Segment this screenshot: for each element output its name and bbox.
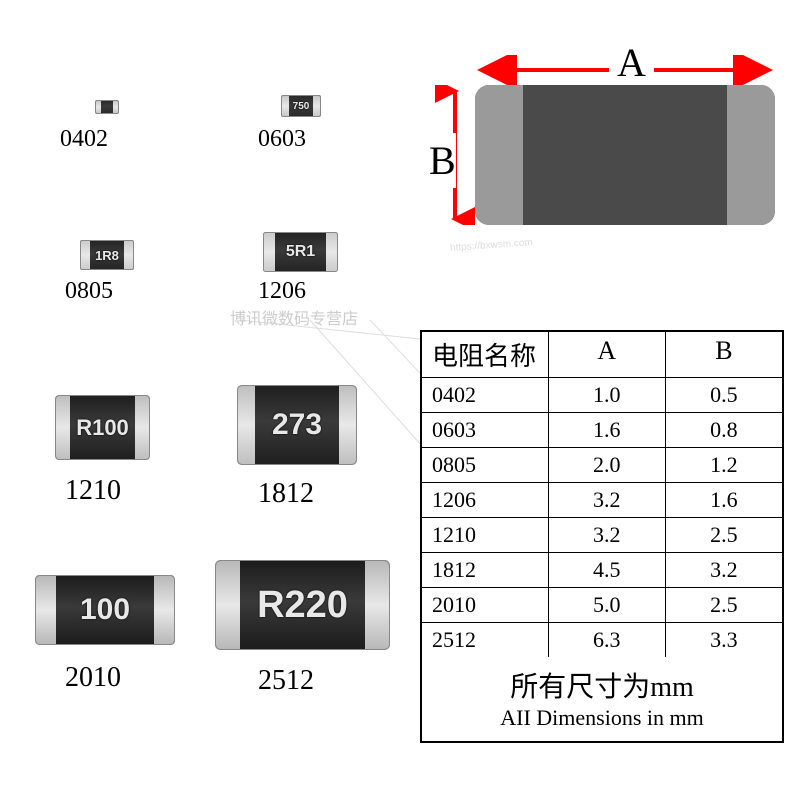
resistor-1812: 273 [237, 385, 357, 465]
table-cell-name: 0402 [422, 378, 549, 412]
resistor-cap-left [238, 386, 255, 464]
footer-en: AII Dimensions in mm [426, 705, 778, 731]
resistor-cap-right [313, 96, 320, 116]
resistor-cap-left [36, 576, 56, 644]
table-header: 电阻名称 A B [422, 332, 782, 378]
resistor-cap-left [216, 561, 240, 649]
table-cell-b: 2.5 [666, 518, 782, 552]
resistor-label-0805: 0805 [65, 278, 113, 305]
table-cell-b: 1.6 [666, 483, 782, 517]
table-cell-name: 1812 [422, 553, 549, 587]
resistor-marking: 750 [293, 101, 310, 112]
resistor-marking: 100 [80, 593, 130, 627]
resistor-label-1206: 1206 [258, 278, 306, 305]
resistor-0805: 1R8 [80, 240, 134, 270]
table-cell-name: 0603 [422, 413, 549, 447]
footer-cn: 所有尺寸为mm [426, 665, 778, 705]
table-cell-a: 4.5 [549, 553, 666, 587]
table-cell-b: 0.5 [666, 378, 782, 412]
resistor-marking: 5R1 [286, 243, 315, 261]
dimension-schematic: A B [475, 55, 775, 230]
resistor-cap-left [56, 396, 70, 459]
resistor-cap-left [264, 233, 275, 271]
resistor-cap-left [282, 96, 289, 116]
table-row: 12063.21.6 [422, 483, 782, 518]
resistor-marking: 1R8 [95, 248, 119, 263]
table-cell-b: 2.5 [666, 588, 782, 622]
dimension-label-a: A [609, 39, 654, 86]
watermark-text: 博讯微数码专营店 [230, 305, 358, 329]
table-cell-name: 2010 [422, 588, 549, 622]
table-cell-a: 6.3 [549, 623, 666, 657]
resistor-marking: R220 [257, 584, 348, 627]
table-row: 20105.02.5 [422, 588, 782, 623]
table-cell-name: 0805 [422, 448, 549, 482]
header-a: A [549, 332, 666, 377]
table-cell-a: 3.2 [549, 518, 666, 552]
resistor-label-0603: 0603 [258, 126, 306, 153]
resistor-marking: 273 [272, 408, 322, 442]
schematic-cap-left [475, 85, 523, 225]
resistor-2010: 100 [35, 575, 175, 645]
table-cell-b: 0.8 [666, 413, 782, 447]
resistor-cap-left [81, 241, 90, 269]
table-row: 18124.53.2 [422, 553, 782, 588]
resistor-label-2512: 2512 [258, 665, 314, 697]
resistor-cap-right [135, 396, 149, 459]
table-cell-b: 3.3 [666, 623, 782, 657]
resistor-cap-right [154, 576, 174, 644]
resistor-label-1210: 1210 [65, 475, 121, 507]
resistor-cap-right [339, 386, 356, 464]
dimension-label-b: B [429, 133, 456, 188]
table-cell-name: 1210 [422, 518, 549, 552]
resistor-cap-right [124, 241, 133, 269]
table-row: 25126.33.3 [422, 623, 782, 657]
resistor-1206: 5R1 [263, 232, 338, 272]
resistor-label-1812: 1812 [258, 478, 314, 510]
watermark-url: https://bxwsm.com [450, 237, 533, 254]
header-b: B [666, 332, 782, 377]
table-cell-name: 1206 [422, 483, 549, 517]
table-row: 04021.00.5 [422, 378, 782, 413]
table-cell-a: 1.0 [549, 378, 666, 412]
resistor-label-0402: 0402 [60, 126, 108, 153]
dimension-arrow-a: A [475, 55, 775, 85]
resistor-marking: R100 [76, 415, 129, 441]
table-cell-b: 1.2 [666, 448, 782, 482]
table-row: 08052.01.2 [422, 448, 782, 483]
table-row: 06031.60.8 [422, 413, 782, 448]
schematic-cap-right [727, 85, 775, 225]
resistor-0402 [95, 100, 119, 114]
schematic-body [475, 85, 775, 225]
dimensions-table: 电阻名称 A B 04021.00.506031.60.808052.01.21… [420, 330, 784, 743]
resistor-cap-right [326, 233, 337, 271]
table-cell-name: 2512 [422, 623, 549, 657]
resistor-label-2010: 2010 [65, 662, 121, 694]
resistor-1210: R100 [55, 395, 150, 460]
table-footer: 所有尺寸为mm AII Dimensions in mm [422, 657, 782, 741]
canvas: 0402 750 0603 1R8 0805 5R1 1206 R100 1210 273 1812… [0, 0, 800, 800]
dimension-arrow-b: B [435, 85, 475, 225]
resistor-cap-left [96, 101, 101, 113]
resistor-2512: R220 [215, 560, 390, 650]
resistor-cap-right [365, 561, 389, 649]
resistor-cap-right [113, 101, 118, 113]
table-cell-a: 1.6 [549, 413, 666, 447]
table-cell-a: 2.0 [549, 448, 666, 482]
header-name: 电阻名称 [422, 332, 549, 377]
table-row: 12103.22.5 [422, 518, 782, 553]
table-cell-a: 3.2 [549, 483, 666, 517]
table-cell-a: 5.0 [549, 588, 666, 622]
resistor-0603: 750 [281, 95, 321, 117]
table-cell-b: 3.2 [666, 553, 782, 587]
